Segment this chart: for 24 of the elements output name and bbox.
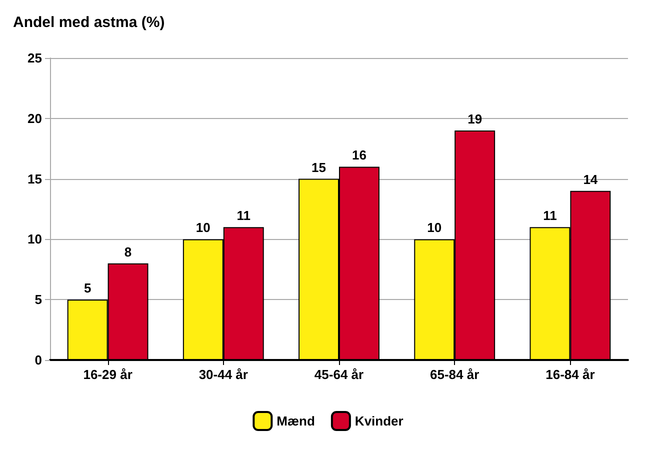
data-label: 11 — [543, 208, 557, 224]
data-label: 15 — [312, 160, 326, 175]
y-tick-label: 5 — [34, 292, 42, 308]
data-label: 19 — [468, 111, 482, 126]
data-label: 10 — [196, 220, 210, 236]
data-label: 10 — [427, 220, 442, 236]
data-label: 5 — [84, 280, 92, 296]
y-tick-label: 10 — [28, 232, 42, 247]
x-tick-label: 45-64 år — [314, 367, 364, 382]
legend-label: Mænd — [276, 414, 315, 428]
x-tick-label: 16-84 år — [546, 367, 595, 382]
chart-title: Andel med astma (%) — [13, 14, 165, 31]
y-tick-label: 0 — [34, 352, 42, 368]
y-tick-label: 20 — [28, 110, 42, 126]
data-label: 11 — [236, 208, 251, 224]
x-tick-label: 65-84 år — [430, 367, 480, 382]
x-tick-label: 30-44 år — [198, 367, 248, 382]
legend-label: Kvinder — [354, 414, 404, 428]
data-label: 8 — [124, 244, 132, 260]
data-label: 16 — [352, 148, 366, 163]
y-tick-label: 15 — [28, 171, 42, 186]
y-tick-label: 25 — [28, 50, 42, 66]
x-tick-label: 16-29 år — [83, 367, 132, 382]
data-label: 14 — [583, 172, 598, 187]
